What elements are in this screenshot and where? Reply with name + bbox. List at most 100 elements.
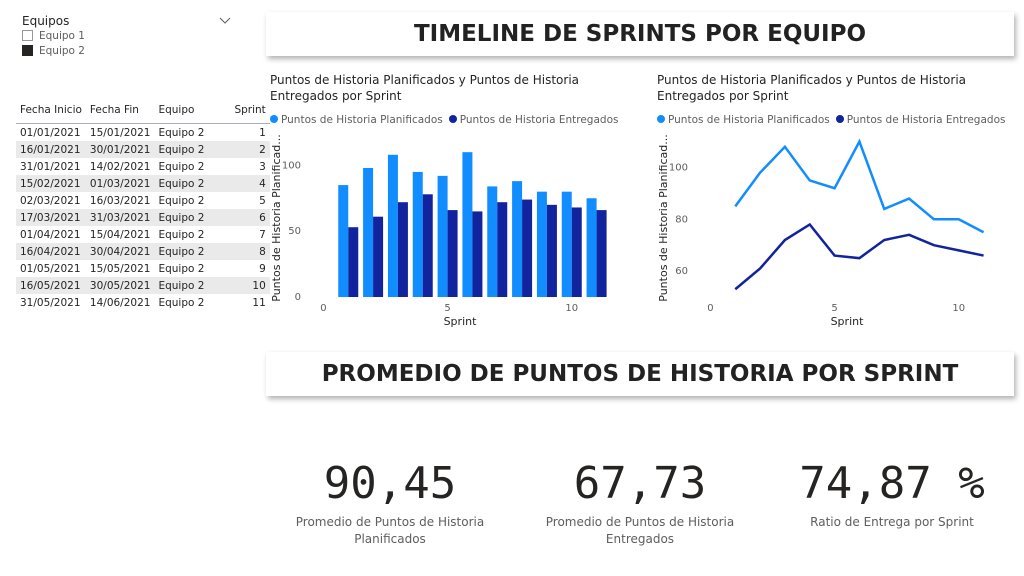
- table-row: 16/04/2021 30/04/2021 Equipo 2 8: [16, 243, 270, 260]
- y-tick-label: 50: [288, 226, 301, 237]
- kpi-label: Promedio de Puntos de Historia Planifica…: [295, 515, 485, 546]
- table-container: Fecha Inicio Fecha Fin Equipo Sprint 01/01/2…: [16, 97, 270, 311]
- bar: [437, 175, 448, 297]
- table-cell: 15/04/2021: [89, 228, 151, 241]
- y-tick-label: 0: [295, 292, 301, 303]
- legend-entry: Puntos de Historia Planificados: [657, 114, 830, 126]
- table-cell: 30/04/2021: [89, 245, 151, 258]
- bar: [348, 227, 359, 297]
- bar: [512, 181, 523, 297]
- table-cell: 3: [259, 160, 266, 173]
- bar: [447, 210, 458, 297]
- legend-label: Puntos de Historia Entregados: [459, 114, 619, 126]
- table-cell: 30/01/2021: [89, 143, 151, 156]
- table-header: Fecha Inicio Fecha Fin Equipo Sprint: [16, 97, 270, 124]
- bar: [522, 199, 533, 297]
- table-cell: 31/01/2021: [20, 160, 81, 173]
- legend-marker: [657, 115, 665, 123]
- table-cell: 16/03/2021: [89, 194, 151, 207]
- slicer-item-label: Equipo 2: [39, 44, 85, 57]
- table-cell: 01/01/2021: [20, 126, 81, 139]
- table-cell: Equipo 2: [158, 279, 205, 292]
- table-cell: Equipo 2: [158, 245, 205, 258]
- column-header: Equipo: [154, 97, 209, 124]
- table-cell: Equipo 2: [158, 160, 205, 173]
- table-cell: 8: [259, 245, 266, 258]
- slicer-item-label: Equipo 1: [39, 29, 85, 42]
- bar: [596, 210, 607, 297]
- table-cell: 11: [252, 296, 266, 309]
- data-table: Fecha Inicio Fecha Fin Equipo Sprint 01/01/2…: [16, 97, 270, 311]
- table-cell: 31/05/2021: [20, 296, 81, 309]
- x-axis-title: Sprint: [831, 315, 865, 328]
- table-cell: 31/03/2021: [89, 211, 151, 224]
- slicer-title: Equipos: [22, 14, 70, 28]
- legend-label: Puntos de Historia Entregados: [846, 114, 1006, 126]
- bar: [487, 186, 498, 297]
- legend-label: Puntos de Historia Planificados: [281, 114, 443, 126]
- bar: [586, 198, 597, 297]
- table-cell: 9: [259, 262, 266, 275]
- legend-entry: Puntos de Historia Entregados: [835, 114, 1006, 126]
- timeline-header: TIMELINE DE SPRINTS POR EQUIPO: [266, 12, 1014, 56]
- table-cell: Equipo 2: [158, 177, 205, 190]
- legend: Puntos de Historia Planificados Puntos de…: [270, 114, 618, 126]
- legend: Puntos de Historia Planificados Puntos de…: [657, 114, 1005, 126]
- column-header: Sprint: [208, 97, 270, 124]
- x-tick-label: 5: [831, 303, 837, 314]
- bar: [363, 167, 374, 297]
- table-cell: 30/05/2021: [89, 279, 151, 292]
- legend-entry: Puntos de Historia Planificados: [270, 114, 443, 126]
- table-cell: 10: [252, 279, 266, 292]
- table-cell: 7: [259, 228, 266, 241]
- table-cell: 02/03/2021: [20, 194, 81, 207]
- table-row: 01/05/2021 15/05/2021 Equipo 2 9: [16, 260, 270, 277]
- table-cell: Equipo 2: [158, 228, 205, 241]
- chart-plot: 0 50 100 0 5 10 Sprint Puntos de Historia Plani…: [270, 134, 607, 328]
- table-cell: 01/04/2021: [20, 228, 81, 241]
- slicer: Equipos Equipo 1 Equipo 2: [22, 14, 232, 58]
- slicer-item[interactable]: Equipo 1: [22, 28, 232, 43]
- column-header: Fecha Fin: [85, 97, 155, 124]
- table-cell: 2: [259, 143, 266, 156]
- table-row: 02/03/2021 16/03/2021 Equipo 2 5: [16, 192, 270, 209]
- x-tick-label: 10: [565, 303, 578, 314]
- table-cell: Equipo 2: [158, 194, 205, 207]
- y-axis-title: Puntos de Historia Planificad...: [657, 134, 670, 301]
- bar: [536, 191, 547, 297]
- bar: [472, 211, 483, 297]
- y-tick-label: 60: [675, 266, 688, 277]
- table-row: 01/01/2021 15/01/2021 Equipo 2 1: [16, 124, 270, 142]
- table-cell: 14/06/2021: [89, 296, 151, 309]
- table-cell: 6: [259, 211, 266, 224]
- table-row: 16/05/2021 30/05/2021 Equipo 2 10: [16, 277, 270, 294]
- table-row: 01/04/2021 15/04/2021 Equipo 2 7: [16, 226, 270, 243]
- kpi-label: Promedio de Puntos de Historia Entregado…: [545, 515, 735, 546]
- y-tick-label: 80: [675, 214, 688, 225]
- table-cell: 5: [259, 194, 266, 207]
- bar: [462, 152, 473, 297]
- kpi-value: 74,87 %: [799, 458, 985, 509]
- legend-label: Puntos de Historia Planificados: [668, 114, 830, 126]
- legend-marker: [448, 115, 457, 123]
- slicer-chevron[interactable]: [219, 16, 231, 26]
- slicer-item[interactable]: Equipo 2: [22, 43, 232, 58]
- table-cell: Equipo 2: [158, 143, 205, 156]
- table-cell: 16/05/2021: [20, 279, 81, 292]
- table-cell: 16/04/2021: [20, 245, 81, 258]
- table-cell: 15/05/2021: [89, 262, 151, 275]
- line: [734, 138, 985, 234]
- x-axis-title: Sprint: [444, 315, 478, 328]
- bar: [387, 154, 398, 297]
- legend-marker: [835, 115, 844, 123]
- legend-marker: [270, 115, 278, 123]
- table-cell: 01/03/2021: [89, 177, 151, 190]
- y-tick-label: 100: [669, 162, 688, 173]
- legend-entry: Puntos de Historia Entregados: [448, 114, 619, 126]
- table-cell: 15/02/2021: [20, 177, 81, 190]
- table-row: 15/02/2021 01/03/2021 Equipo 2 4: [16, 175, 270, 192]
- table-row: 31/05/2021 14/06/2021 Equipo 2 11: [16, 294, 270, 311]
- table-row: 16/01/2021 30/01/2021 Equipo 2 2: [16, 141, 270, 158]
- bar: [497, 202, 508, 297]
